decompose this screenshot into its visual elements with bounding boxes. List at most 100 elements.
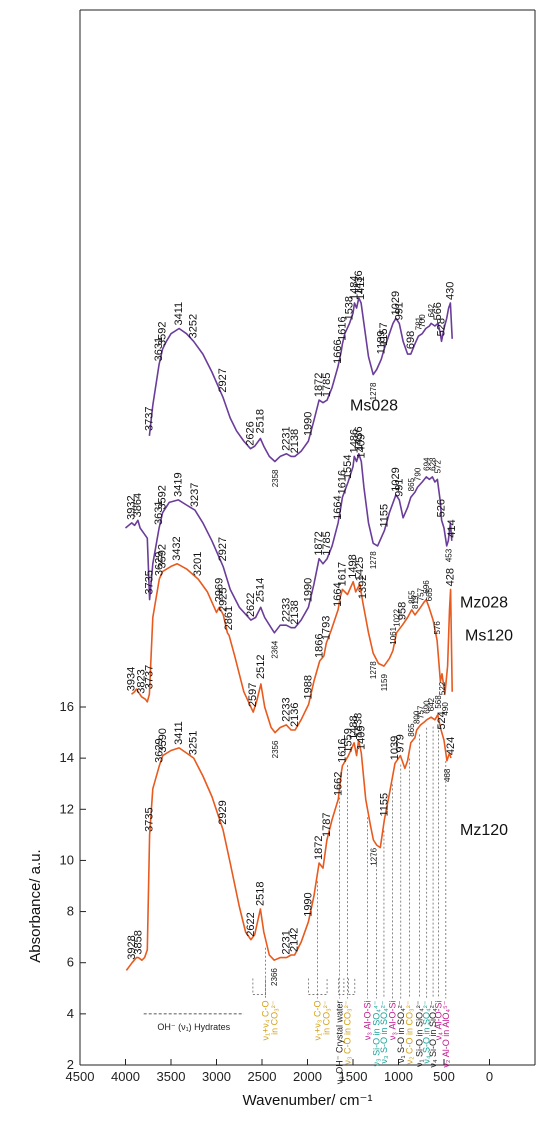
peak-label: 628	[428, 457, 437, 471]
peak-label: 790	[414, 467, 423, 481]
peak-label: 566	[432, 302, 444, 320]
x-tick-label: 1000	[384, 1069, 413, 1084]
peak-label: 1990	[302, 892, 314, 916]
peak-label: 1616	[336, 738, 348, 762]
assignment-label: ν₃ Al-O-Si	[388, 1001, 398, 1041]
peak-label: 1866	[314, 633, 326, 657]
peak-label: 1157	[378, 322, 390, 346]
assignment-text: ν₁+ν₄ C-O	[261, 1001, 271, 1041]
assignment-layer: ν₁+ν₄ C-O in CO₃²⁻ ν₁+ν₃ C-O in CO₃²⁻ ν₂ OH⁻…	[143, 726, 451, 1084]
peak-label: 865	[407, 477, 416, 491]
peak-label: 1278	[369, 551, 378, 569]
peak-label: 568	[434, 695, 443, 709]
x-tick-label: 4500	[66, 1069, 95, 1084]
peak-label: 1559	[342, 728, 354, 752]
assignment-text: in CO₃²⁻	[322, 1000, 332, 1035]
peak-label: 576	[433, 621, 442, 635]
peak-label: 1664	[332, 582, 344, 606]
peak-label: 468	[443, 768, 452, 782]
peak-label: 2356	[271, 740, 280, 758]
x-tick-label: 0	[486, 1069, 493, 1084]
assignment-text: ν₄ Al-O-Si	[434, 1001, 444, 1041]
peak-label: 3932	[126, 495, 138, 519]
peak-label: 1872	[313, 836, 325, 860]
peak-label: 1785	[321, 531, 333, 555]
peak-label: 1155	[378, 504, 390, 528]
assignment-text: ν₁ Si-O in SiO₄²⁻	[414, 1000, 424, 1067]
peak-label: 3858	[132, 930, 144, 954]
peak-label: 453	[444, 548, 453, 562]
x-tick-label: 4000	[111, 1069, 140, 1084]
peak-label: 2364	[270, 640, 279, 658]
series-label: Mz028	[460, 594, 508, 611]
peak-label: 1787	[321, 812, 333, 836]
y-tick-label: 6	[67, 955, 74, 970]
peak-label: 3590	[157, 728, 169, 752]
peak-label: 3735	[144, 570, 156, 594]
peak-label: 665	[425, 587, 434, 601]
hydrates-label: OH⁻ (ν₁) Hydrates	[157, 1022, 230, 1032]
peak-label: 1666	[332, 339, 344, 363]
peak-label: 1662	[332, 772, 344, 796]
peak-label: 1538	[344, 296, 356, 320]
assignment-label: ν₄ Al-O-Si	[434, 1001, 444, 1041]
peak-label: 524	[436, 711, 448, 729]
peak-label: 528	[435, 318, 447, 336]
peak-label: 1436	[353, 426, 365, 450]
peak-label: 757	[417, 587, 426, 601]
peak-label: 490	[441, 702, 450, 716]
peak-label: 1486	[348, 429, 360, 453]
peak-label: 1189	[375, 331, 387, 355]
peak-label: 3252	[188, 314, 200, 338]
peak-label: 1488	[348, 715, 360, 739]
peak-label: 2518	[254, 882, 266, 906]
peak-label: 2233	[280, 598, 292, 622]
peak-label: 855	[408, 590, 417, 604]
peak-label: 522	[438, 681, 447, 695]
peak-label: 1484	[348, 275, 360, 299]
peak-label: 642	[427, 304, 436, 318]
peak-label: 3737	[143, 665, 155, 689]
x-tick-label: 2500	[248, 1069, 277, 1084]
assignment-text: ν₁ S-O in SO₄²⁻	[396, 1000, 406, 1063]
assignment-label: ν₄ S-O in SO₄²⁻	[422, 1000, 432, 1063]
y-tick-label: 2	[67, 1057, 74, 1072]
assignment-text: ν₂ C-O in CO₃²⁻	[404, 1000, 414, 1064]
peak-label: 1616	[336, 470, 348, 494]
peak-label: 1664	[332, 495, 344, 519]
peak-label: 1061	[389, 626, 398, 644]
band-bracket	[252, 978, 266, 995]
peak-label: 1159	[380, 674, 389, 692]
peak-label: 1617	[336, 562, 348, 586]
peak-label: 642	[427, 697, 436, 711]
peak-label: 3237	[189, 483, 201, 507]
y-tick-label: 14	[60, 750, 74, 765]
peak-label: 3823	[136, 669, 148, 693]
series-line	[124, 453, 453, 634]
assignment-text: ν₃ Si-O in SO₄⁴⁻	[372, 1000, 382, 1066]
assignment-text: ν₄ S-O in SO₄²⁻	[422, 1000, 432, 1063]
peak-label: 694	[422, 457, 431, 471]
peak-label: 979	[394, 734, 406, 752]
series-label: Ms028	[350, 397, 398, 414]
x-axis-title: Wavenumber/ cm⁻¹	[243, 1092, 373, 1109]
assignment-label: ν₃ Al-O-Si	[363, 1001, 373, 1041]
peak-label: 2142	[289, 928, 301, 952]
peak-label: 2358	[271, 469, 280, 487]
series-label: Ms120	[465, 628, 513, 645]
band-bracket	[338, 978, 345, 995]
peak-label: 1498	[347, 554, 359, 578]
peak-label: 1278	[369, 382, 378, 400]
peak-label: 696	[422, 580, 431, 594]
peak-label: 1872	[313, 373, 325, 397]
peak-label: 1436	[353, 270, 365, 294]
assignment-text: ν₃ C-O in CO₃²⁻	[343, 1000, 353, 1064]
peak-label: 3735	[144, 807, 156, 831]
x-tick-label: 2000	[293, 1069, 322, 1084]
series-line	[125, 713, 452, 971]
peak-label: 2136	[289, 703, 301, 727]
peak-label: 1988	[303, 675, 315, 699]
